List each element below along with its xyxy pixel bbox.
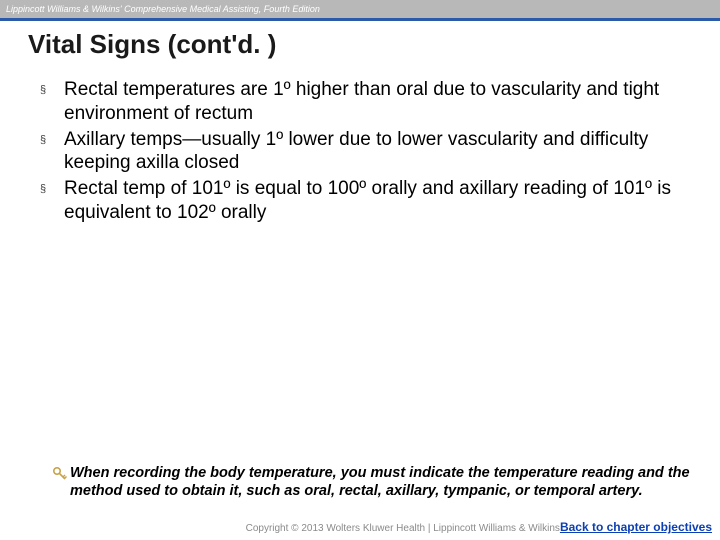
- bullet-icon: §: [40, 78, 64, 96]
- publisher-header: Lippincott Williams & Wilkins' Comprehen…: [0, 0, 720, 18]
- note-text: When recording the body temperature, you…: [70, 464, 692, 500]
- page-title: Vital Signs (cont'd. ): [0, 21, 720, 78]
- list-item: § Rectal temperatures are 1º higher than…: [40, 78, 682, 126]
- note-block: When recording the body temperature, you…: [52, 464, 692, 500]
- bullet-text: Rectal temperatures are 1º higher than o…: [64, 78, 682, 126]
- back-to-objectives-link[interactable]: Back to chapter objectives: [560, 520, 712, 534]
- key-icon: [52, 464, 70, 487]
- publisher-text: Lippincott Williams & Wilkins' Comprehen…: [6, 4, 320, 14]
- content-area: § Rectal temperatures are 1º higher than…: [0, 78, 720, 225]
- bullet-list: § Rectal temperatures are 1º higher than…: [40, 78, 682, 225]
- footer: Copyright © 2013 Wolters Kluwer Health |…: [0, 518, 712, 536]
- bullet-text: Axillary temps—usually 1º lower due to l…: [64, 128, 682, 176]
- copyright-text: Copyright © 2013 Wolters Kluwer Health |…: [246, 523, 560, 534]
- list-item: § Rectal temp of 101º is equal to 100º o…: [40, 177, 682, 225]
- bullet-icon: §: [40, 128, 64, 146]
- bullet-text: Rectal temp of 101º is equal to 100º ora…: [64, 177, 682, 225]
- bullet-icon: §: [40, 177, 64, 195]
- list-item: § Axillary temps—usually 1º lower due to…: [40, 128, 682, 176]
